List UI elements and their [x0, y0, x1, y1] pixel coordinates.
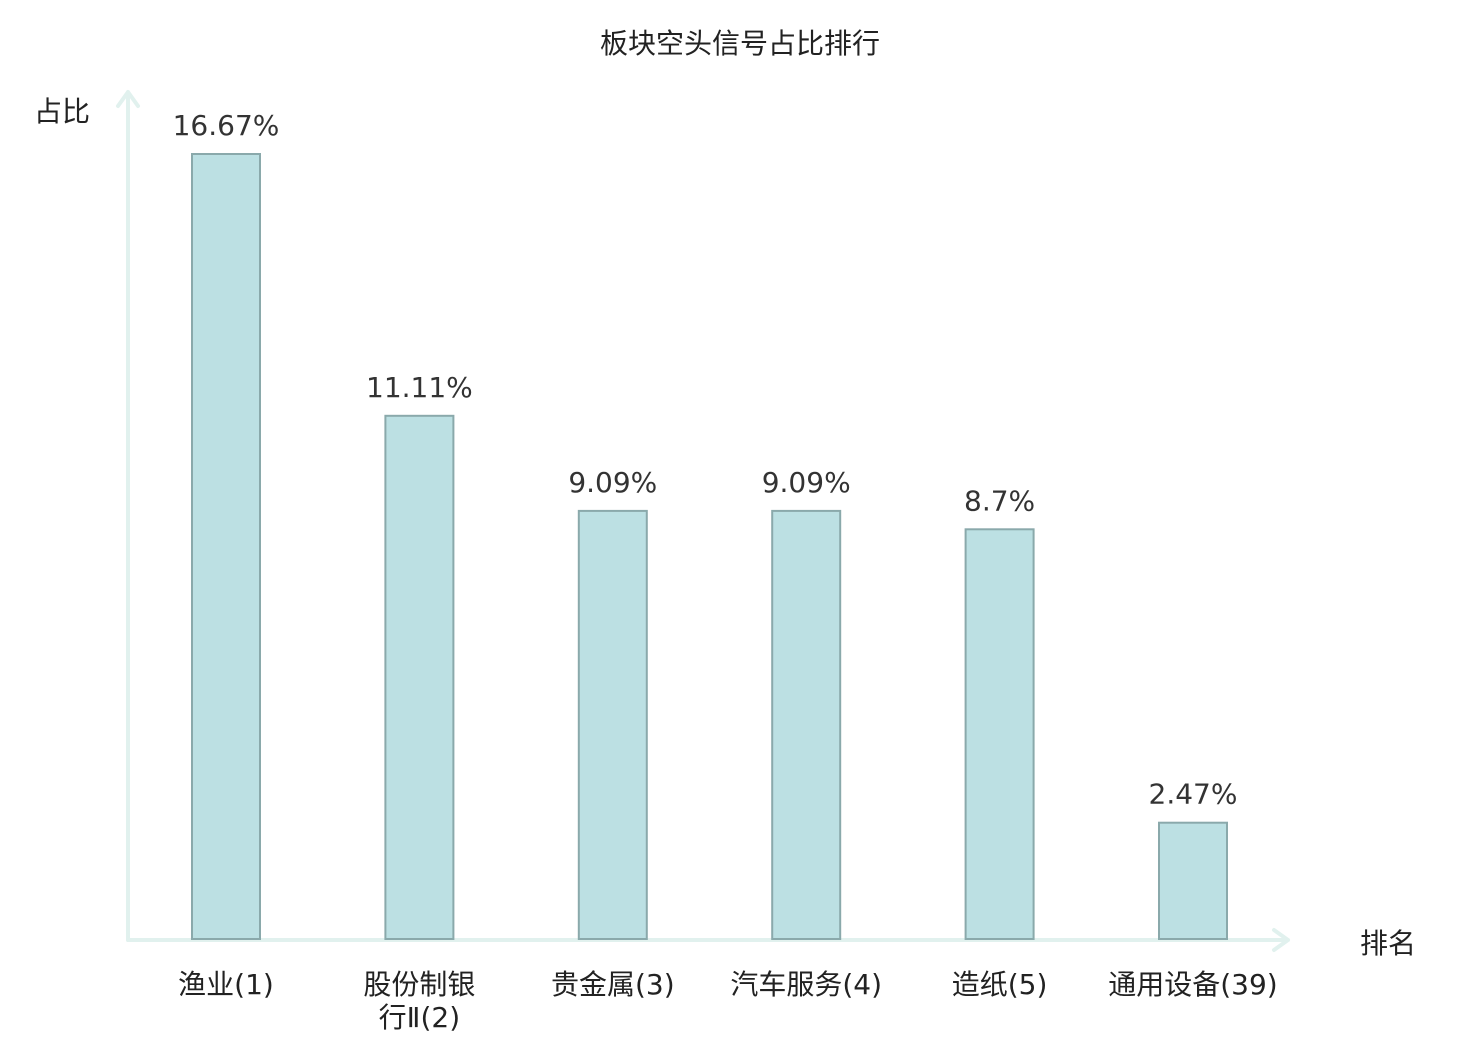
x-axis-label: 排名 [1360, 927, 1416, 960]
category-label-5: 通用设备(39) [1108, 968, 1277, 1001]
bar-2 [577, 509, 648, 940]
category-label-4: 造纸(5) [952, 968, 1048, 1001]
y-axis-label: 占比 [34, 95, 90, 128]
category-label-3: 汽车服务(4) [730, 968, 882, 1001]
bar-0 [191, 153, 261, 940]
bar-1 [384, 414, 455, 940]
category-label-2: 贵金属(3) [551, 968, 675, 1001]
category-label-0: 渔业(1) [178, 968, 274, 1001]
value-label-3: 9.09% [762, 466, 851, 499]
x-axis-line [126, 928, 1290, 952]
bar-5 [1158, 821, 1228, 941]
value-label-0: 16.67% [173, 109, 280, 142]
bar-3 [771, 509, 842, 940]
bars-group [191, 153, 1228, 941]
value-label-5: 2.47% [1149, 778, 1238, 811]
value-label-4: 8.7% [964, 484, 1035, 517]
category-label-1-line-1: 行Ⅱ(2) [379, 1001, 460, 1034]
category-label-1-line-0: 股份制银 [363, 968, 475, 1001]
chart-title: 板块空头信号占比排行 [600, 27, 880, 60]
y-axis-line [116, 90, 140, 942]
bar-4 [964, 528, 1035, 940]
value-labels-group: 16.67% 11.11% 9.09% 9.09% 8.7% 2.47% [173, 109, 1238, 811]
axes [116, 90, 1290, 952]
value-label-2: 9.09% [568, 466, 657, 499]
value-label-1: 11.11% [366, 371, 473, 404]
